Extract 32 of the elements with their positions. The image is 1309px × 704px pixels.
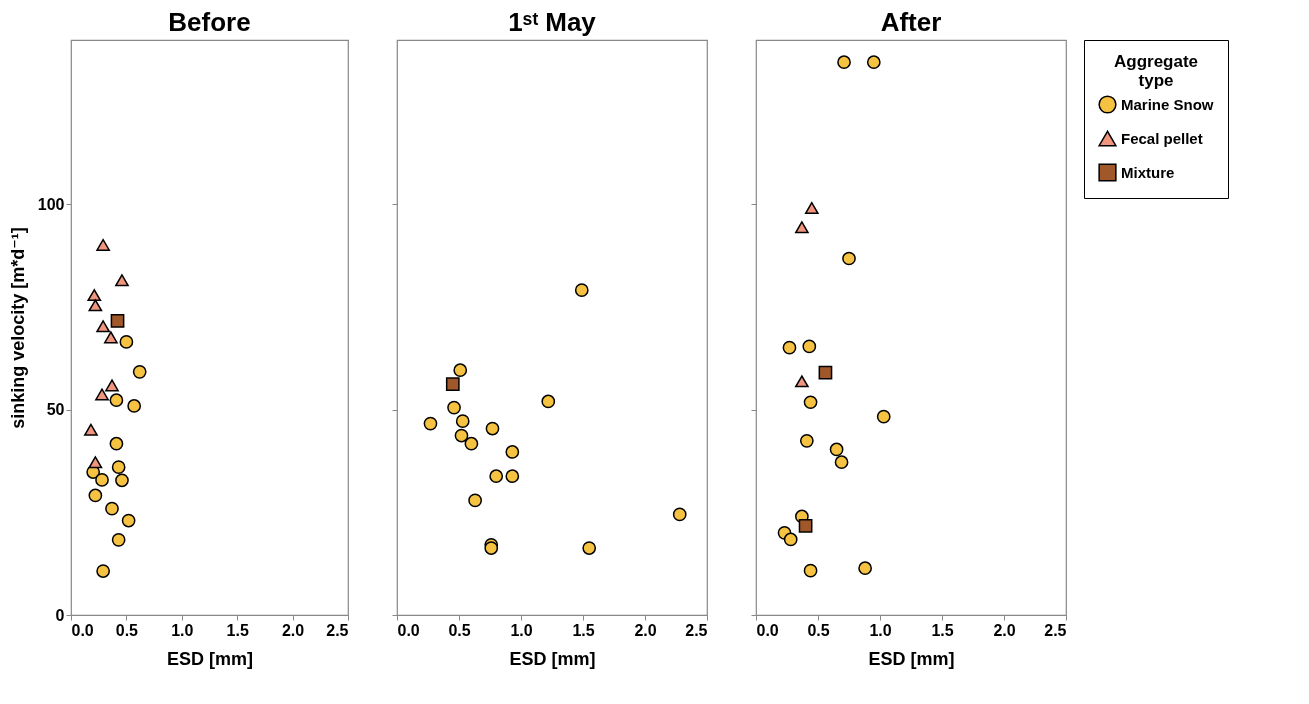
x-tick-label: 0.0 <box>397 621 420 639</box>
x-tick-label: 1.5 <box>572 621 595 639</box>
chart-title: 1ˢᵗ May <box>508 7 597 37</box>
legend-label: Mixture <box>1121 163 1175 181</box>
y-tick-label: 100 <box>37 195 65 213</box>
x-tick-label: 1.5 <box>931 621 954 639</box>
x-tick-label: 1.5 <box>226 621 249 639</box>
x-tick-label: 0.5 <box>448 621 471 639</box>
x-tick-label: 1.0 <box>171 621 194 639</box>
legend-label: Fecal pellet <box>1121 129 1203 147</box>
x-tick-label: 2.0 <box>281 621 305 639</box>
x-tick-label: 2.0 <box>634 621 657 639</box>
x-tick-label: 0.5 <box>115 621 139 639</box>
x-axis-title: ESD [mm] <box>868 648 955 669</box>
legend-title: Aggregate type <box>1113 52 1199 90</box>
x-tick-label: 2.5 <box>1044 621 1067 639</box>
x-tick-label: 2.0 <box>993 621 1016 639</box>
x-tick-label: 0.0 <box>756 621 779 639</box>
x-tick-label: 2.5 <box>685 621 708 639</box>
y-axis-title: sinking velocity [m*d⁻¹] <box>7 227 28 429</box>
x-tick-label: 0.5 <box>807 621 830 639</box>
chart-title: After <box>880 6 942 37</box>
x-axis-title: ESD [mm] <box>509 648 596 669</box>
legend-label: Marine Snow <box>1121 95 1214 113</box>
x-axis-title: ESD [mm] <box>166 648 254 669</box>
chart-title: Before <box>168 7 251 37</box>
y-tick-label: 50 <box>46 401 65 419</box>
x-tick-label: 2.5 <box>326 621 349 639</box>
x-tick-label: 1.0 <box>510 621 533 639</box>
y-tick-label: 0 <box>55 606 65 624</box>
x-tick-label: 1.0 <box>869 621 892 639</box>
x-tick-label: 0.0 <box>71 621 94 639</box>
